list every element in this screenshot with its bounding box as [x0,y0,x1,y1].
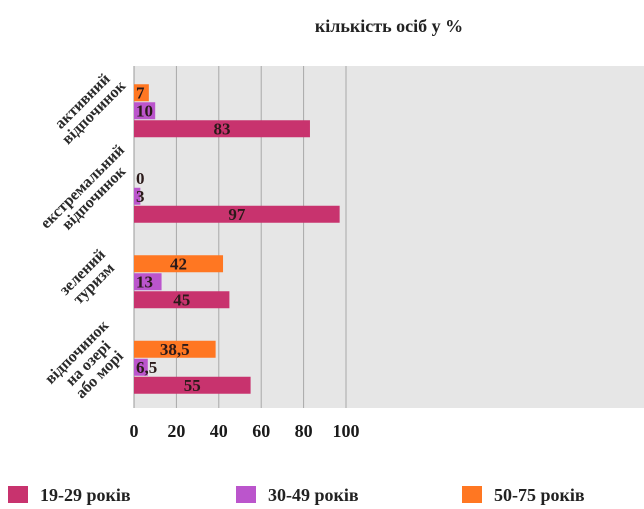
x-tick-label-100: 100 [333,421,360,441]
bar-2-2 [134,187,141,205]
bar-3-1 [134,84,149,102]
data-label: 13 [136,272,153,291]
x-tick-label-20: 20 [167,421,185,441]
bar-1-3 [134,291,230,309]
chart-title: кількість осіб у % [315,16,463,36]
bar-1-4 [134,376,251,394]
data-label: 45 [173,290,190,309]
data-label: 6,5 [136,358,157,377]
data-label: 97 [228,205,246,224]
data-label: 38,5 [160,340,190,359]
legend-label-1: 19-29 років [40,485,131,505]
legend-swatch-1 [8,486,28,503]
x-tick-label-0: 0 [130,421,139,441]
data-label: 10 [136,101,153,120]
data-label: 42 [170,254,187,273]
bar-3-4 [134,340,216,358]
legend-label-2: 30-49 років [268,485,359,505]
data-label: 55 [184,376,201,395]
bar-1-2 [134,205,340,223]
x-tick-label-60: 60 [252,421,270,441]
data-label: 83 [213,119,230,138]
data-label: 3 [136,187,145,206]
bar-2-3 [134,273,162,291]
bar-3-3 [134,255,224,273]
x-tick-label-80: 80 [295,421,313,441]
legend-label-3: 50-75 років [494,485,585,505]
data-label: 7 [136,83,145,102]
data-label: 0 [136,169,145,188]
bar-1-1 [134,120,310,138]
bar-2-4 [134,358,148,376]
bar-2-1 [134,102,156,120]
x-tick-label-40: 40 [210,421,228,441]
legend-swatch-3 [462,486,482,503]
legend-swatch-2 [236,486,256,503]
